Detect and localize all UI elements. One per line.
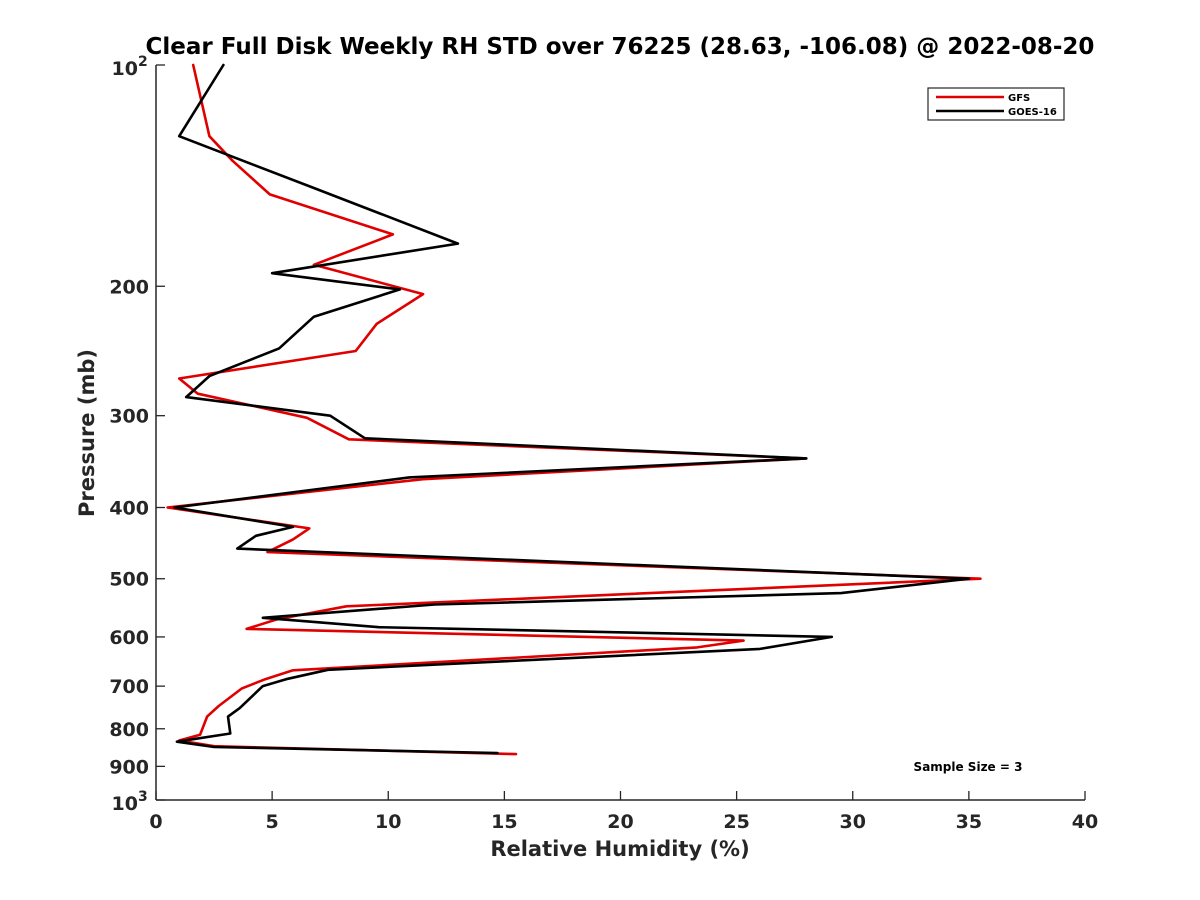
chart-title: Clear Full Disk Weekly RH STD over 76225… — [146, 34, 1095, 60]
y-tick-base: 10 — [112, 58, 138, 80]
x-tick-label: 40 — [1072, 811, 1098, 833]
x-tick-label: 15 — [491, 811, 517, 833]
y-tick-base: 10 — [112, 793, 138, 815]
y-tick-label: 700 — [109, 676, 149, 698]
x-tick-label: 30 — [840, 811, 866, 833]
y-tick-exponent: 2 — [138, 54, 148, 70]
legend-box — [927, 87, 1065, 121]
x-tick-label: 25 — [723, 811, 749, 833]
series-line-gfs — [166, 63, 982, 756]
y-tick-label: 800 — [109, 719, 149, 741]
y-tick-label: 900 — [109, 756, 149, 778]
y-tick-label: 300 — [109, 406, 149, 428]
series-layer — [166, 63, 982, 756]
y-axis-label: Pressure (mb) — [75, 349, 99, 517]
x-axis-label: Relative Humidity (%) — [490, 837, 749, 861]
y-tick-label: 200 — [109, 276, 149, 298]
y-tick-exponent: 3 — [138, 789, 148, 805]
x-tick-label: 0 — [149, 811, 162, 833]
y-tick-label: 500 — [109, 569, 149, 591]
y-tick-label: 10 — [112, 793, 138, 815]
series-line-goes-16 — [173, 63, 971, 755]
sample-size-annotation: Sample Size = 3 — [914, 760, 1023, 774]
legend-label-gfs: GFS — [1008, 93, 1030, 104]
x-tick-label: 5 — [266, 811, 279, 833]
y-tick-label: 600 — [109, 627, 149, 649]
legend: GFS GOES-16 — [927, 87, 1065, 121]
legend-label-goes16: GOES-16 — [1008, 107, 1057, 118]
y-tick-label: 10 — [112, 58, 138, 80]
x-tick-label: 35 — [956, 811, 982, 833]
x-tick-label: 20 — [607, 811, 633, 833]
x-tick-label: 10 — [375, 811, 401, 833]
y-tick-label: 400 — [109, 498, 149, 520]
